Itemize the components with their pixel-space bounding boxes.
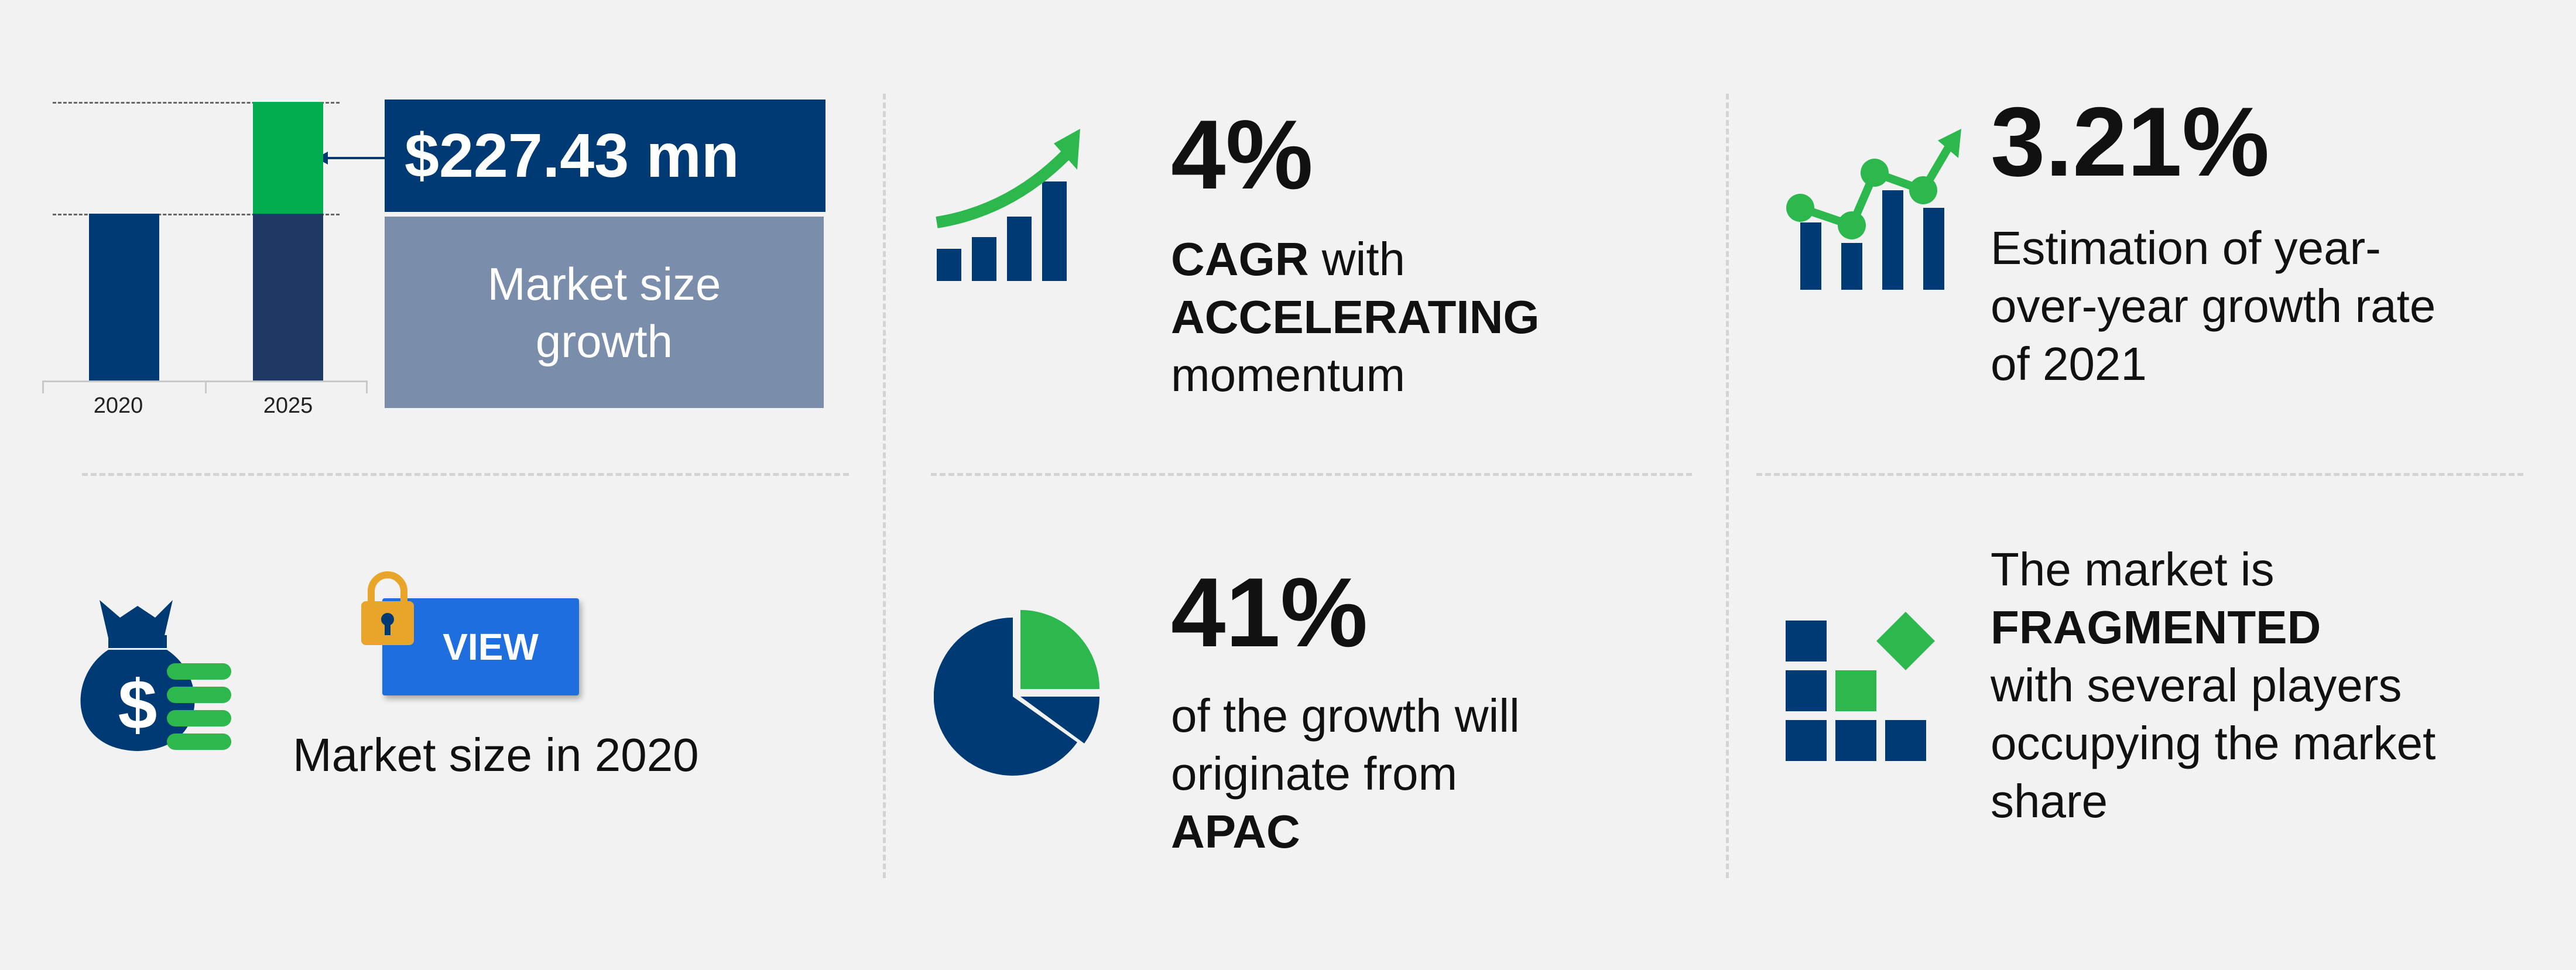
yoy-line-1: Estimation of year- (1991, 222, 2381, 274)
market-size-chart: 2020 2025 (0, 0, 878, 445)
fragmented-line-4: occupying the market (1991, 717, 2436, 769)
bar-2025-segment-2 (253, 102, 323, 214)
x-tick-label-2020: 2020 (93, 393, 143, 418)
region-line-2: originate from (1171, 748, 1458, 800)
vertical-divider-1 (883, 94, 886, 878)
cagr-label: CAGR (1171, 233, 1309, 285)
accelerating-label: ACCELERATING (1171, 291, 1540, 343)
fragmented-line-5: share (1991, 775, 2108, 827)
horizontal-divider-1 (82, 473, 849, 476)
region-line-1: of the growth will (1171, 690, 1520, 742)
region-description: of the growth will originate from APAC (1171, 687, 1520, 861)
market-size-caption: Market size growth (385, 217, 824, 408)
fragmented-line-1: The market is (1991, 543, 2274, 595)
upper-reference-line (53, 102, 340, 104)
x-axis-tick (42, 381, 44, 393)
market-size-value: $227.43 mn (385, 100, 825, 212)
arrow-left-icon (316, 152, 385, 164)
x-axis-tick (205, 381, 207, 393)
yoy-value: 3.21% (1991, 87, 2270, 197)
caption-line-2: growth (535, 315, 673, 367)
horizontal-divider-2 (931, 473, 1692, 476)
fragmented-blocks-icon (1786, 612, 1935, 761)
bar-2025-segment-1 (253, 214, 323, 381)
x-axis-tick (366, 381, 368, 393)
growth-chart-icon (936, 129, 1080, 281)
lock-icon (361, 571, 414, 645)
vertical-divider-2 (1726, 94, 1729, 878)
pie-chart-icon (934, 610, 1100, 776)
money-bag-icon: $ (80, 600, 231, 751)
fragmented-line-3: with several players (1991, 659, 2402, 711)
momentum-label: momentum (1171, 349, 1406, 401)
fragmented-description: The market is FRAGMENTED with several pl… (1991, 540, 2435, 830)
fragmented-label: FRAGMENTED (1991, 601, 2321, 653)
cagr-value: 4% (1171, 100, 1313, 210)
trend-chart-icon (1786, 129, 1961, 290)
yoy-line-3: of 2021 (1991, 338, 2147, 390)
yoy-line-2: over-year growth rate (1991, 280, 2436, 332)
horizontal-divider-3 (1756, 473, 2523, 476)
bar-2020-segment-1 (89, 214, 159, 381)
view-button[interactable]: VIEW (382, 598, 579, 695)
cagr-description: CAGR with ACCELERATING momentum (1171, 230, 1540, 404)
region-value: 41% (1171, 557, 1368, 667)
region-apac: APAC (1171, 806, 1300, 858)
market-2020-caption: Market size in 2020 (293, 729, 699, 781)
x-tick-label-2025: 2025 (263, 393, 313, 418)
lower-reference-line (53, 214, 340, 215)
cagr-with: with (1308, 233, 1406, 285)
yoy-description: Estimation of year- over-year growth rat… (1991, 219, 2435, 393)
svg-text:$: $ (118, 666, 157, 744)
caption-line-1: Market size (487, 258, 721, 310)
